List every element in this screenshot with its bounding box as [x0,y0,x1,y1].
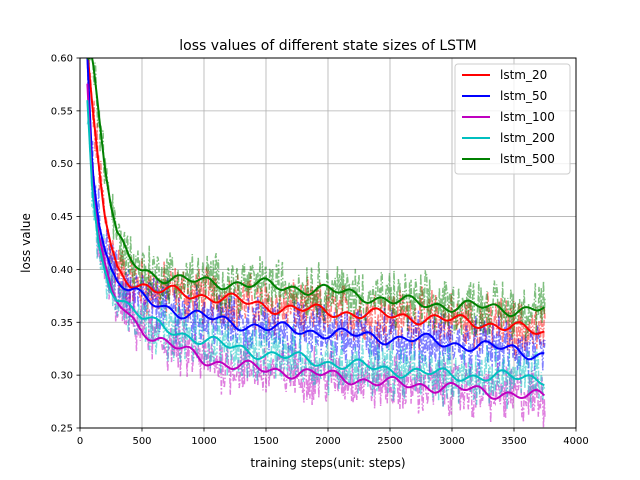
y-axis-label: loss value [19,213,33,273]
series-line-lstm_200 [86,100,545,386]
x-tick-label: 0 [77,436,83,447]
x-axis-label: training steps(unit: steps) [250,456,405,470]
x-tick-label: 3000 [439,436,464,447]
legend-label-lstm_200: lstm_200 [500,131,555,145]
x-tick-label: 2000 [315,436,340,447]
x-tick-label: 1500 [253,436,278,447]
raw-loss-traces [86,58,546,428]
y-tick-label: 0.45 [51,212,73,223]
y-tick-label: 0.55 [51,106,73,117]
series-line-lstm_100 [86,83,546,400]
x-tick-label: 4000 [563,436,588,447]
smoothed-loss-series [86,58,546,400]
y-tick-label: 0.30 [51,371,73,382]
x-tick-label: 1000 [191,436,216,447]
y-tick-label: 0.25 [51,424,73,435]
legend-label-lstm_500: lstm_500 [500,152,555,166]
y-tick-label: 0.40 [51,265,73,276]
axis-ticks: 0 500 1000 1500 2000 2500 3000 3500 4000 0.25 0.30… [51,54,589,448]
series-line-lstm_20 [86,58,545,335]
legend-label-lstm_20: lstm_20 [500,68,547,82]
x-tick-label: 500 [132,436,151,447]
legend-box [454,63,571,175]
legend: lstm_20 lstm_50 lstm_100 lstm_200 lstm_500 [454,63,571,175]
y-tick-label: 0.50 [51,159,73,170]
y-tick-label: 0.35 [51,318,73,329]
series-line-lstm_50 [86,58,545,361]
y-tick-label: 0.60 [51,54,73,65]
legend-label-lstm_100: lstm_100 [500,110,555,124]
series-line-lstm_500 [86,58,545,318]
x-tick-label: 2500 [377,436,402,447]
legend-label-lstm_50: lstm_50 [500,89,547,103]
chart-title: loss values of different state sizes of … [179,38,476,54]
raw-trace-lstm_50 [86,58,546,377]
x-tick-label: 3500 [501,436,526,447]
raw-trace-lstm_200 [86,117,546,410]
raw-trace-lstm_500 [87,58,546,341]
